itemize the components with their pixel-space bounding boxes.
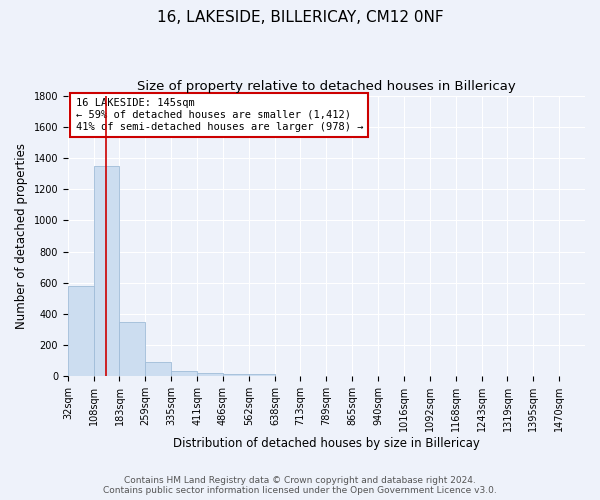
Title: Size of property relative to detached houses in Billericay: Size of property relative to detached ho… xyxy=(137,80,516,93)
Bar xyxy=(94,166,119,376)
Bar xyxy=(249,374,275,376)
Bar xyxy=(223,374,249,376)
Y-axis label: Number of detached properties: Number of detached properties xyxy=(15,143,28,329)
Text: 16 LAKESIDE: 145sqm
← 59% of detached houses are smaller (1,412)
41% of semi-det: 16 LAKESIDE: 145sqm ← 59% of detached ho… xyxy=(76,98,363,132)
Bar xyxy=(119,322,145,376)
Bar xyxy=(145,362,172,376)
Text: Contains HM Land Registry data © Crown copyright and database right 2024.
Contai: Contains HM Land Registry data © Crown c… xyxy=(103,476,497,495)
Bar xyxy=(172,371,197,376)
Text: 16, LAKESIDE, BILLERICAY, CM12 0NF: 16, LAKESIDE, BILLERICAY, CM12 0NF xyxy=(157,10,443,25)
Bar xyxy=(68,286,94,376)
Bar xyxy=(197,373,223,376)
X-axis label: Distribution of detached houses by size in Billericay: Distribution of detached houses by size … xyxy=(173,437,480,450)
